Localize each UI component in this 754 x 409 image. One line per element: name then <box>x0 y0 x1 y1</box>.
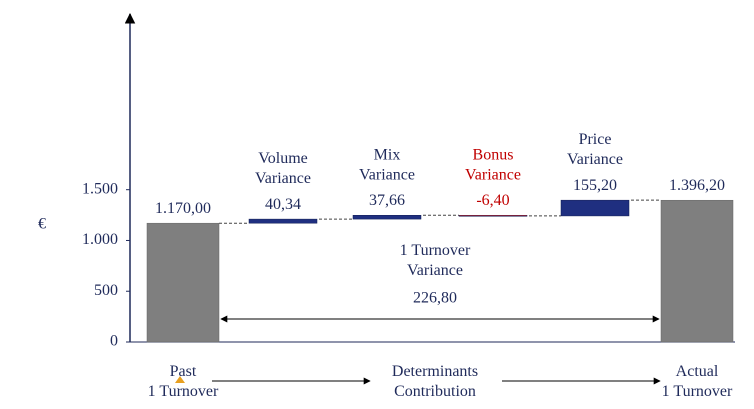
y-tick-label: 1.500 <box>82 180 118 197</box>
category-label: Volume Variance <box>255 150 311 187</box>
category-label: Price Variance <box>567 131 623 168</box>
value-label: -6,40 <box>476 192 509 209</box>
middle-label: Determinants Contribution <box>392 363 478 400</box>
variance-label: 1 Turnover Variance <box>400 242 471 279</box>
variance-value: 226,80 <box>413 290 457 307</box>
bar <box>660 199 734 343</box>
value-label: 37,66 <box>369 192 405 209</box>
x-tick-label: Past 1 Turnover <box>148 363 219 400</box>
category-label: Mix Variance <box>359 146 415 183</box>
bar <box>458 215 528 217</box>
y-tick-label: 0 <box>110 333 118 350</box>
value-label: 1.170,00 <box>155 200 211 217</box>
value-label: 40,34 <box>265 196 301 213</box>
y-tick-label: 500 <box>94 282 118 299</box>
bar <box>560 199 630 217</box>
value-label: 155,20 <box>573 177 617 194</box>
bar <box>248 218 318 224</box>
category-label: Bonus Variance <box>465 146 521 183</box>
x-tick-label: Actual 1 Turnover <box>662 363 733 400</box>
marker-icon <box>175 376 185 383</box>
bar <box>146 222 220 343</box>
value-label: 1.396,20 <box>669 177 725 194</box>
bar <box>352 215 422 220</box>
y-axis-label: € <box>38 216 46 233</box>
y-tick-label: 1.000 <box>82 231 118 248</box>
